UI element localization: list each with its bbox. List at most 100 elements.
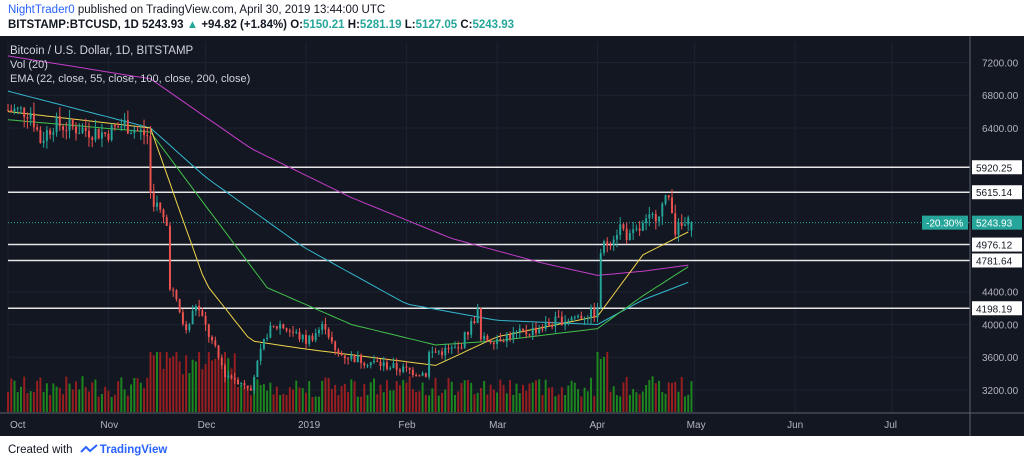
candle-body — [603, 241, 605, 253]
candle-body — [547, 322, 550, 325]
volume-bar — [230, 368, 233, 412]
volume-bar — [110, 396, 113, 412]
y-tick-label: 4000.00 — [982, 320, 1019, 331]
volume-bar — [376, 394, 379, 412]
tradingview-brand[interactable]: TradingView — [99, 444, 168, 456]
candle-body — [463, 332, 466, 348]
volume-bar — [450, 381, 453, 412]
volume-bar — [567, 385, 570, 412]
volume-bar — [457, 391, 460, 412]
candle-body — [441, 351, 444, 356]
candle-body — [476, 308, 479, 324]
volume-bar — [667, 382, 670, 412]
last-price-tag-label: 5243.93 — [976, 219, 1013, 230]
candle-body — [126, 119, 129, 134]
volume-bar — [68, 383, 71, 412]
candle-body — [233, 378, 236, 380]
candle-body — [369, 362, 372, 366]
candle-body — [428, 352, 431, 377]
volume-bar — [674, 381, 677, 412]
volume-bar — [619, 396, 622, 412]
volume-bar — [541, 394, 544, 412]
candle-body — [402, 366, 405, 372]
level-price-label: 5920.25 — [976, 163, 1013, 174]
volume-bar — [279, 395, 282, 412]
candle-body — [81, 127, 84, 134]
volume-bar — [181, 374, 184, 412]
volume-bar — [143, 388, 146, 412]
candle-body — [522, 328, 524, 331]
symbol-label: BITSTAMP:BTCUSD, 1D — [8, 19, 139, 31]
volume-bar — [405, 382, 408, 412]
candle-body — [625, 228, 628, 241]
volume-bar — [298, 387, 301, 412]
candle-body — [512, 332, 515, 340]
volume-bar — [512, 394, 515, 412]
close-label: C: — [460, 19, 473, 31]
candle-body — [457, 347, 460, 349]
volume-bar — [408, 376, 411, 412]
volume-bar — [201, 369, 204, 412]
volume-bar — [590, 377, 593, 412]
volume-bar — [269, 382, 272, 412]
price-axis-panel[interactable] — [970, 36, 1024, 436]
volume-bar — [580, 396, 583, 412]
candle-body — [573, 317, 576, 319]
candle-body — [55, 116, 58, 133]
candle-body — [382, 362, 385, 367]
candle-body — [94, 128, 97, 140]
volume-bar — [641, 391, 644, 412]
volume-bar — [308, 381, 311, 412]
candle-body — [227, 375, 230, 378]
volume-bar — [330, 388, 333, 412]
volume-bar — [246, 387, 249, 412]
candle-body — [583, 318, 586, 320]
volume-bar — [292, 389, 295, 412]
candle-body — [505, 334, 508, 342]
candle-body — [460, 347, 463, 349]
volume-bar — [398, 385, 401, 412]
volume-bar — [389, 390, 392, 412]
volume-bar — [525, 390, 528, 412]
ohlc-line: BITSTAMP:BTCUSD, 1D 5243.93 ▲ +94.82 (+1… — [8, 19, 514, 31]
candle-body — [658, 216, 661, 222]
candle-body — [211, 336, 214, 341]
candle-body — [641, 223, 644, 231]
candle-body — [538, 328, 541, 334]
volume-bar — [317, 396, 320, 412]
volume-bar — [460, 383, 463, 412]
candle-body — [262, 338, 265, 349]
candle-body — [479, 308, 482, 340]
candle-body — [224, 365, 226, 378]
volume-bar — [486, 394, 489, 412]
volume-bar — [249, 395, 252, 412]
volume-bar — [107, 390, 110, 412]
author-link[interactable]: NightTrader0 — [8, 4, 75, 16]
candle-body — [606, 241, 609, 246]
volume-bar — [62, 394, 65, 412]
candle-body — [473, 321, 476, 324]
candle-body — [45, 130, 48, 141]
volume-bar — [275, 386, 278, 412]
volume-bar — [431, 388, 434, 412]
candle-body — [622, 224, 625, 229]
candle-body — [350, 354, 353, 360]
percent-change-tag — [922, 215, 968, 230]
candle-body — [590, 307, 593, 319]
candle-body — [340, 353, 343, 356]
volume-bar — [266, 390, 269, 412]
volume-bar — [211, 360, 214, 412]
candle-body — [253, 377, 256, 391]
candle-body — [577, 315, 580, 318]
volume-bar — [411, 389, 414, 412]
volume-bar — [366, 395, 369, 412]
chart-area[interactable]: 7200.00 6800.00 6400.00 4400.00 4000.00 3600.… — [0, 36, 1024, 436]
candle-body — [295, 332, 298, 334]
candle-body — [243, 383, 246, 386]
volume-bar — [437, 395, 440, 412]
volume-bar — [628, 394, 631, 412]
price-chart-svg[interactable]: 7200.00 6800.00 6400.00 4400.00 4000.00 3600.… — [0, 36, 1024, 436]
volume-bar — [489, 384, 492, 412]
candle-body — [159, 202, 162, 210]
volume-bar — [42, 392, 45, 412]
